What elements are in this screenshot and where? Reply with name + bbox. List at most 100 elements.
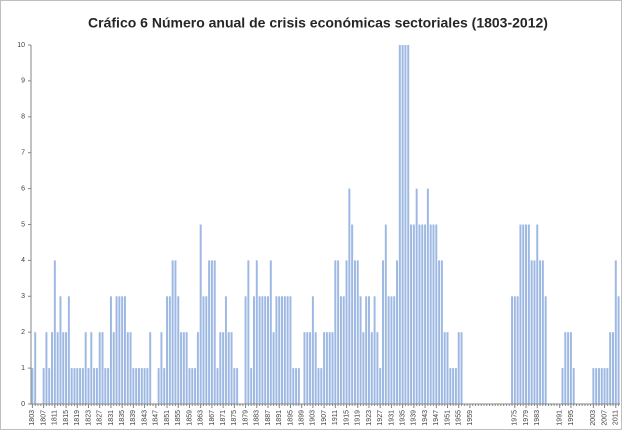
x-tick-label: 1855: [175, 410, 182, 426]
bar: [95, 368, 98, 404]
bar: [48, 368, 51, 404]
bar: [396, 260, 399, 404]
y-tick-label: 5: [21, 221, 25, 228]
bar: [384, 224, 387, 404]
bar: [325, 332, 328, 404]
bar: [84, 332, 87, 404]
bar: [269, 260, 272, 404]
bar: [387, 296, 390, 404]
x-tick-label: 1811: [52, 410, 59, 425]
bar: [140, 368, 143, 404]
bar: [205, 296, 208, 404]
bar: [185, 332, 188, 404]
bar: [283, 296, 286, 404]
x-tick-label: 1835: [119, 410, 126, 426]
bar: [418, 224, 421, 404]
bar: [348, 188, 351, 404]
bar: [252, 296, 255, 404]
x-tick-label: 1847: [153, 410, 160, 426]
bar: [123, 296, 126, 404]
x-tick-label: 1911: [332, 410, 339, 425]
bar: [438, 260, 441, 404]
x-tick-label: 1907: [321, 410, 328, 426]
bar: [342, 296, 345, 404]
x-tick-label: 1903: [310, 410, 317, 426]
bar: [115, 296, 118, 404]
bar: [572, 368, 575, 404]
bar: [194, 368, 197, 404]
bar: [135, 368, 138, 404]
bar: [51, 332, 54, 404]
x-tick-label: 1959: [467, 410, 474, 426]
bar: [174, 260, 177, 404]
x-tick-label: 2007: [601, 410, 608, 426]
bar: [109, 296, 112, 404]
x-tick-label: 1895: [287, 410, 294, 426]
bar: [292, 368, 295, 404]
bar: [539, 260, 542, 404]
bar: [98, 332, 101, 404]
x-tick-label: 1867: [209, 410, 216, 426]
bar: [337, 260, 340, 404]
y-tick-label: 2: [21, 329, 25, 336]
bar: [356, 260, 359, 404]
bar: [323, 332, 326, 404]
bar: [424, 224, 427, 404]
bar: [511, 296, 513, 404]
bar: [460, 332, 463, 404]
bar: [227, 332, 230, 404]
bar: [595, 368, 598, 404]
bar: [597, 368, 600, 404]
bar: [407, 45, 410, 404]
x-tick-label: 1931: [388, 410, 395, 426]
x-tick-label: 1807: [40, 410, 47, 426]
x-tick-label: 1839: [130, 410, 137, 426]
x-tick-label: 1927: [377, 410, 384, 426]
x-tick-label: 2011: [613, 410, 620, 425]
bar: [370, 332, 373, 404]
bar: [272, 332, 275, 404]
bar: [339, 296, 342, 404]
bar: [224, 296, 227, 404]
y-tick-label: 0: [21, 401, 25, 408]
bar: [421, 224, 424, 404]
x-tick-label: 1983: [534, 410, 541, 426]
bar: [561, 368, 564, 404]
bar: [536, 224, 539, 404]
bar: [53, 260, 56, 404]
bar: [297, 368, 300, 404]
y-tick-label: 1: [21, 365, 25, 372]
x-tick-label: 1859: [186, 410, 193, 426]
bar: [530, 260, 533, 404]
bar: [255, 260, 258, 404]
bar: [331, 332, 334, 404]
bar: [334, 260, 337, 404]
bar: [230, 332, 233, 404]
bar: [544, 296, 547, 404]
bar: [73, 368, 76, 404]
bar: [171, 260, 174, 404]
x-tick-label: 1935: [399, 410, 406, 426]
bar: [87, 368, 90, 404]
x-tick-label: 1891: [276, 410, 283, 426]
bar: [606, 368, 609, 404]
bar: [516, 296, 519, 404]
bar: [365, 296, 368, 404]
bar: [303, 332, 306, 404]
bar: [401, 45, 404, 404]
bar: [432, 224, 435, 404]
x-tick-label: 1879: [242, 410, 249, 426]
bar: [353, 260, 356, 404]
bar: [412, 224, 415, 404]
bar: [351, 224, 354, 404]
bar: [328, 332, 331, 404]
bar: [101, 332, 104, 404]
bar: [367, 296, 370, 404]
x-tick-label: 1863: [198, 410, 205, 426]
bar: [454, 368, 457, 404]
bar: [345, 260, 348, 404]
bar: [42, 368, 45, 404]
x-tick-label: 1923: [366, 410, 373, 426]
bar: [112, 332, 115, 404]
